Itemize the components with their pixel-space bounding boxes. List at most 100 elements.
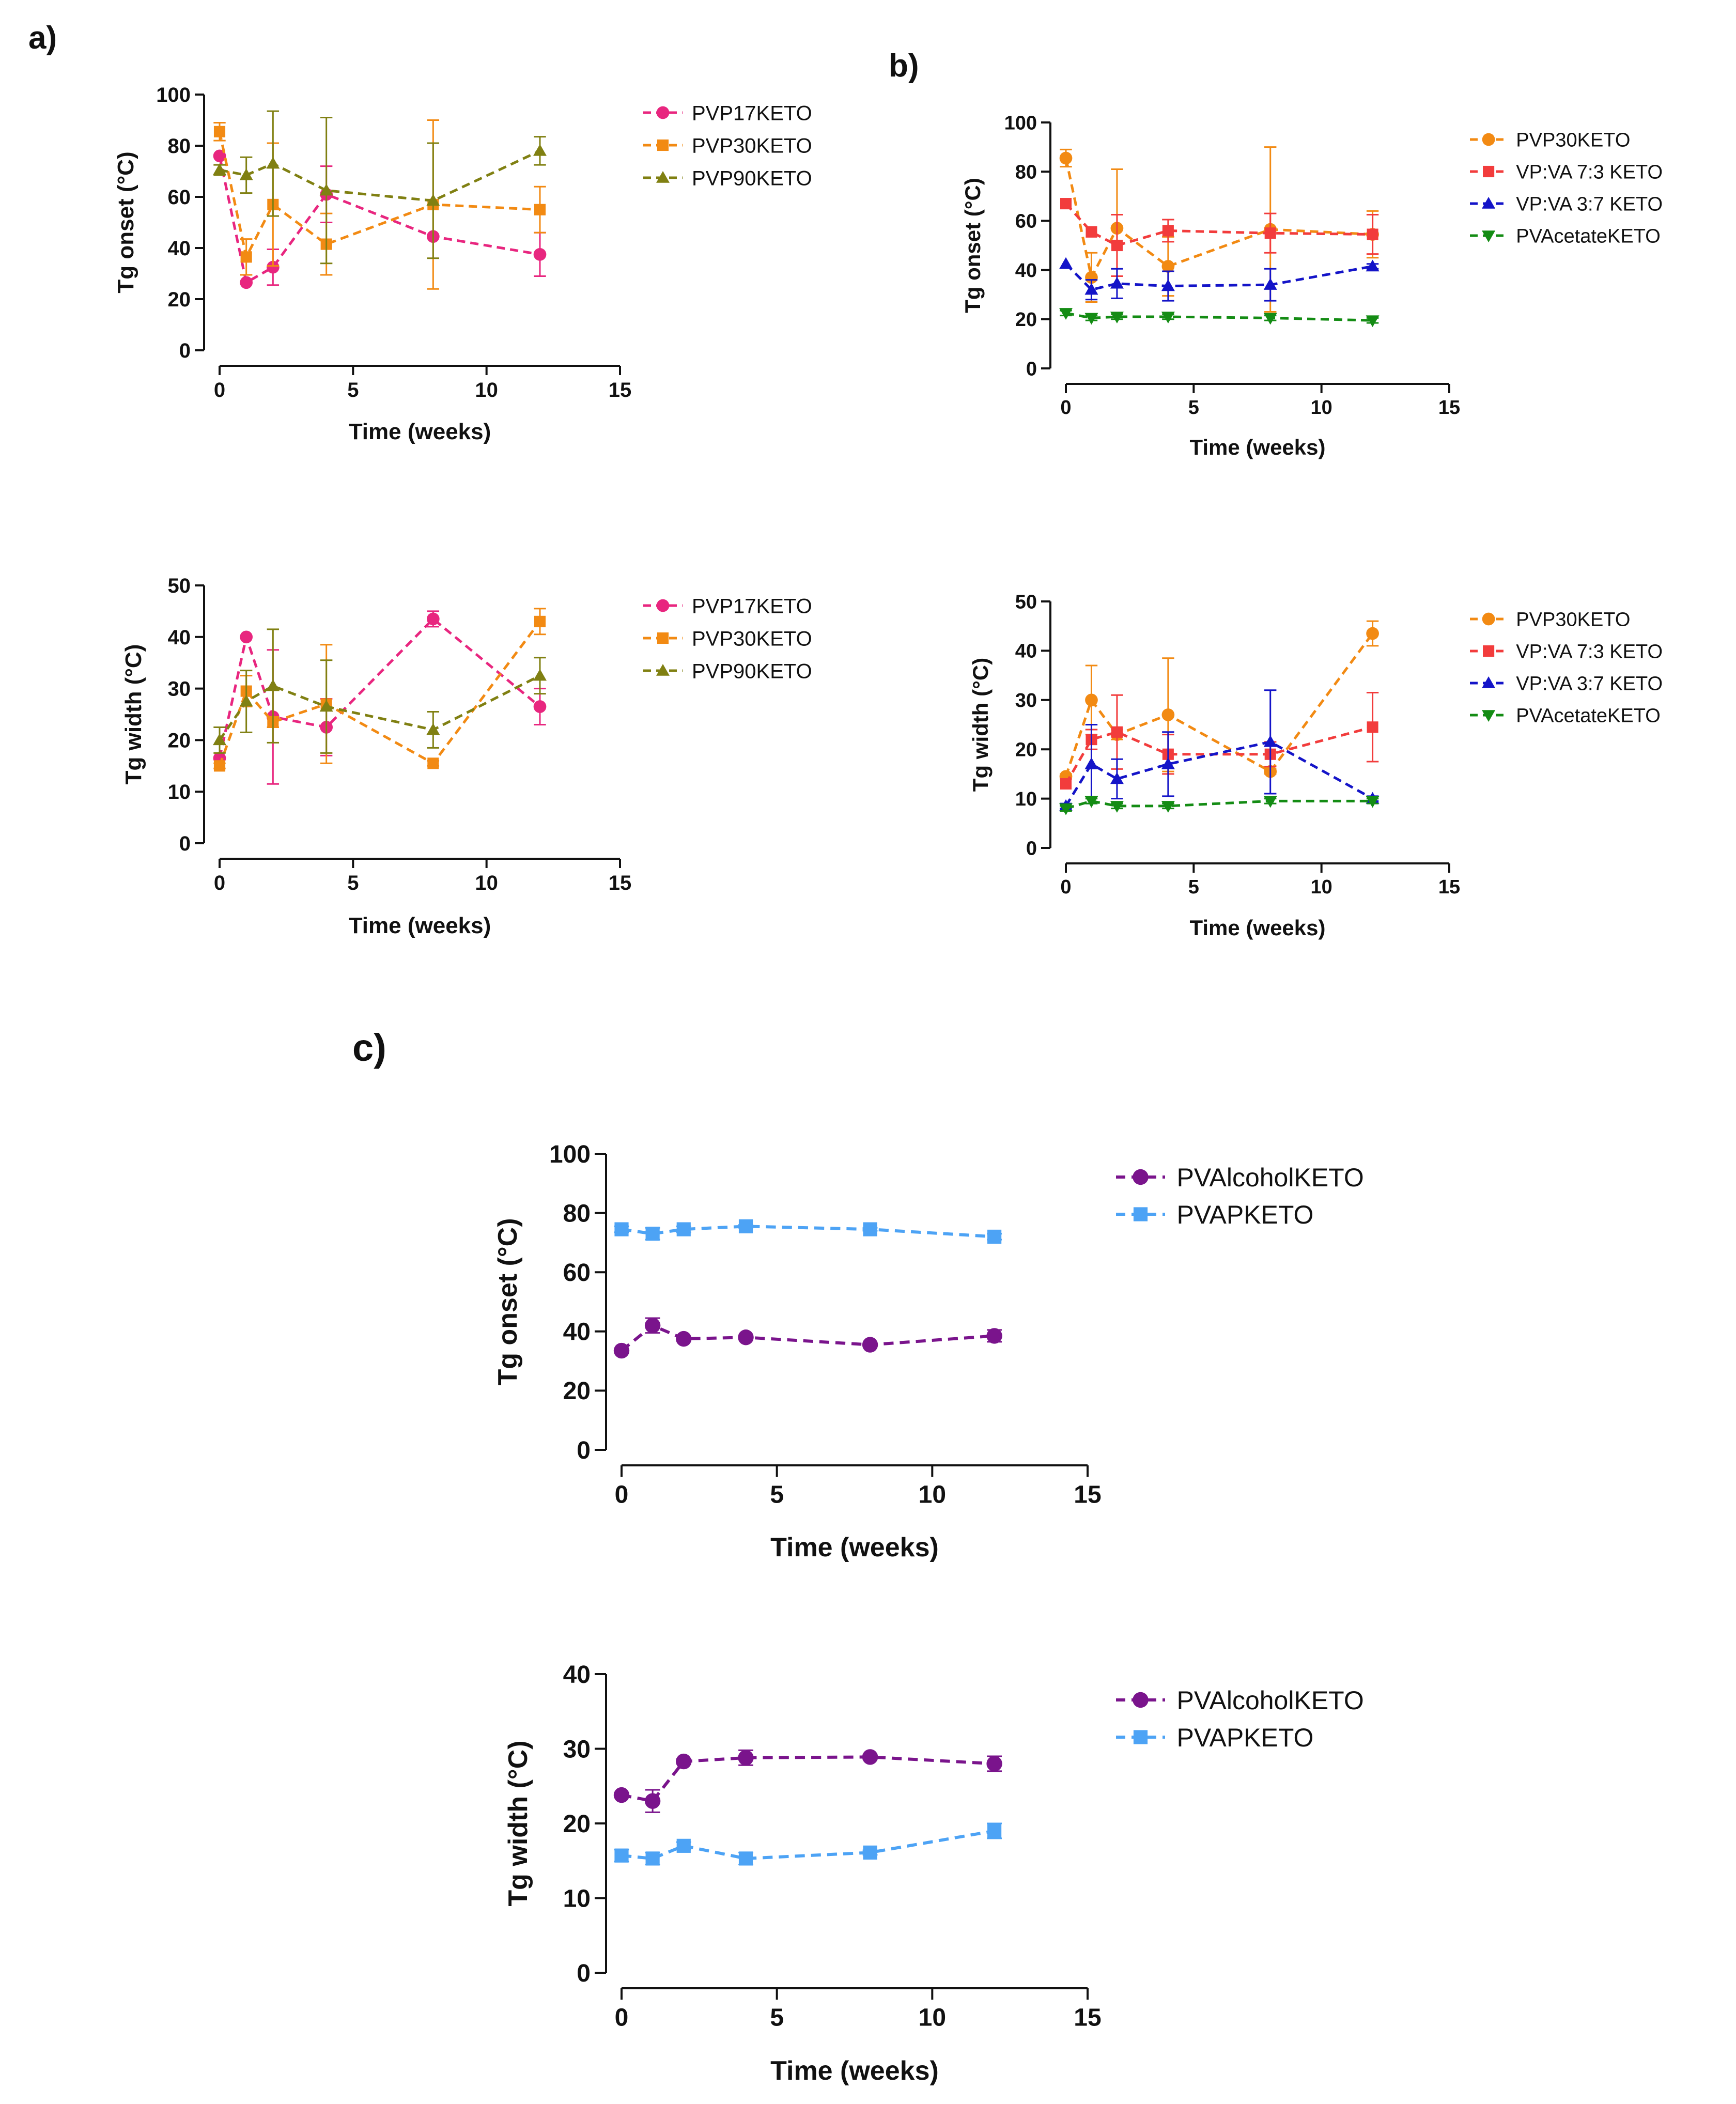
series-line <box>1064 725 1373 785</box>
legend-marker <box>656 599 670 612</box>
legend-entry: PVAcetateKETO <box>1470 226 1661 247</box>
legend-label: PVAlcoholKETO <box>1177 1686 1364 1715</box>
data-point <box>239 168 253 180</box>
data-point <box>1161 708 1175 721</box>
data-point <box>645 1851 660 1866</box>
data-point <box>240 630 253 644</box>
data-point <box>319 183 333 196</box>
data-point <box>426 194 440 206</box>
y-tick-label: 100 <box>549 1141 591 1168</box>
legend-entry: PVP30KETO <box>1470 130 1630 151</box>
series-pvalcoholketo <box>613 1749 1002 1813</box>
legend-entry: PVP90KETO <box>643 660 812 683</box>
x-tick-label: 10 <box>475 379 498 401</box>
y-tick-label: 10 <box>1015 788 1037 810</box>
data-point <box>1059 803 1073 815</box>
series-line <box>1064 632 1374 777</box>
data-point <box>676 1753 692 1770</box>
y-axis-title: Tg width (°C) <box>121 644 146 785</box>
chart-b-onset: 0 20 40 60 80 100 0 5 10 15 Time (weeks) Tg onset (… <box>960 112 1663 459</box>
data-point <box>1263 796 1277 808</box>
x-tick-label: 15 <box>1074 1481 1101 1508</box>
series-line <box>1065 799 1373 810</box>
x-tick-label: 5 <box>770 2004 784 2031</box>
legend-label: PVP17KETO <box>692 102 812 125</box>
data-point <box>1367 721 1378 733</box>
series-line <box>1064 740 1373 807</box>
data-point <box>613 1787 630 1803</box>
data-point <box>240 251 252 263</box>
x-tick-label: 0 <box>615 2004 629 2031</box>
data-point <box>1086 226 1097 238</box>
legend-label: PVP90KETO <box>692 660 812 683</box>
legend-label: PVP17KETO <box>692 595 812 617</box>
data-point <box>1366 627 1379 640</box>
series-line <box>621 1755 995 1803</box>
x-tick-label: 15 <box>1074 2004 1101 2031</box>
y-tick-label: 40 <box>1015 641 1037 662</box>
y-axis-title: Tg onset (°C) <box>113 151 138 293</box>
y-tick-label: 0 <box>577 1960 591 1987</box>
y-tick-label: 10 <box>563 1885 591 1912</box>
y-tick-label: 20 <box>1015 739 1037 761</box>
series-pvalcoholketo <box>613 1317 1002 1359</box>
y-tick-label: 50 <box>168 575 191 597</box>
legend-marker <box>656 664 670 676</box>
data-point <box>1110 772 1124 784</box>
y-tick-label: 20 <box>1015 309 1037 331</box>
series-pvp30keto <box>1059 146 1379 313</box>
legend-label: PVP30KETO <box>692 627 812 650</box>
legend-entry: PVP17KETO <box>643 595 812 617</box>
y-tick-label: 0 <box>1026 838 1037 859</box>
y-tick-label: 80 <box>563 1200 591 1227</box>
x-tick-label: 10 <box>1311 876 1332 898</box>
y-tick-label: 100 <box>156 84 191 106</box>
legend-entry: PVP30KETO <box>643 134 812 157</box>
y-tick-label: 30 <box>563 1736 591 1763</box>
data-point <box>239 694 253 707</box>
data-point <box>862 1337 878 1353</box>
data-point <box>426 612 440 626</box>
x-tick-label: 0 <box>615 1481 629 1508</box>
y-tick-label: 40 <box>168 237 191 260</box>
series-line <box>218 621 541 767</box>
data-point <box>986 1328 1002 1344</box>
y-tick-label: 20 <box>563 1378 591 1405</box>
data-point <box>738 1219 753 1233</box>
data-point <box>676 1222 691 1236</box>
y-tick-label: 40 <box>168 626 191 649</box>
x-axis-title: Time (weeks) <box>349 913 491 938</box>
data-point <box>613 1342 630 1359</box>
data-point <box>1366 259 1380 272</box>
x-axis-title: Time (weeks) <box>1189 435 1325 459</box>
data-point <box>213 126 226 137</box>
series-pvapketo <box>614 1219 1002 1244</box>
legend-marker <box>1133 1169 1149 1185</box>
y-tick-label: 20 <box>168 288 191 311</box>
data-point <box>1060 198 1072 210</box>
data-point <box>266 260 280 274</box>
y-tick-label: 40 <box>563 1319 591 1346</box>
y-tick-label: 40 <box>563 1661 591 1689</box>
data-point <box>1264 227 1276 239</box>
legend-entry: PVAPKETO <box>1116 1723 1313 1752</box>
data-point <box>1084 283 1098 295</box>
series-pvp30keto <box>213 119 546 290</box>
data-point <box>1059 257 1073 269</box>
legend-label: PVAcetateKETO <box>1516 226 1661 247</box>
data-point <box>614 1222 629 1236</box>
legend-label: PVP30KETO <box>692 134 812 157</box>
y-axis-title: Tg onset (°C) <box>493 1218 523 1385</box>
data-point <box>1161 801 1175 813</box>
legend-marker <box>1482 612 1495 626</box>
x-tick-label: 10 <box>475 872 498 894</box>
data-point <box>1367 228 1378 240</box>
data-point <box>987 1229 1002 1244</box>
legend-marker <box>1482 197 1496 209</box>
data-point <box>427 757 439 769</box>
y-tick-label: 60 <box>563 1259 591 1287</box>
data-point <box>1059 308 1073 320</box>
data-point <box>862 1749 878 1765</box>
series-vp-va-7-3-keto <box>1060 198 1379 277</box>
data-point <box>1084 796 1098 808</box>
